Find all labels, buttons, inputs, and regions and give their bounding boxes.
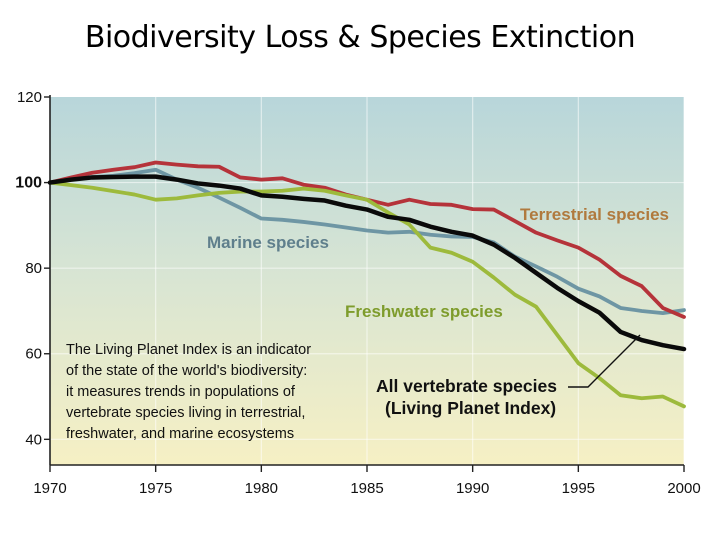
gridlines bbox=[50, 97, 685, 465]
x-tick-label: 2000 bbox=[667, 480, 700, 497]
slide-title: Biodiversity Loss & Species Extinction bbox=[84, 20, 636, 55]
marine-species-line bbox=[48, 167, 686, 315]
note-line-3: it measures trends in populations of bbox=[66, 384, 296, 400]
y-tick-label: 120 bbox=[17, 89, 42, 106]
note-line-5: freshwater, and marine ecosystems bbox=[66, 426, 294, 442]
y-tick-label: 60 bbox=[25, 346, 42, 363]
x-tick-label: 1970 bbox=[33, 480, 66, 497]
y-tick-label: 80 bbox=[25, 260, 42, 277]
lpi-description-note: The Living Planet Index is an indicator … bbox=[66, 342, 311, 442]
note-line-4: vertebrate species living in terrestrial… bbox=[66, 405, 305, 421]
freshwater-species-line bbox=[48, 180, 686, 409]
all-vertebrate-label-line1: All vertebrate species bbox=[376, 376, 557, 396]
x-tick-label: 1980 bbox=[245, 480, 278, 497]
y-axis-ticks: 40 60 80 100 120 bbox=[15, 89, 50, 448]
y-tick-label: 100 bbox=[15, 175, 42, 192]
y-tick-label: 40 bbox=[25, 431, 42, 448]
terrestrial-species-label: Terrestrial species bbox=[520, 205, 669, 224]
x-axis-ticks: 1970 1975 1980 1985 1990 1995 2000 bbox=[33, 465, 701, 497]
series-lines bbox=[47, 160, 687, 409]
all-vertebrate-label-line2: (Living Planet Index) bbox=[385, 398, 556, 418]
x-tick-label: 1985 bbox=[350, 480, 383, 497]
note-line-1: The Living Planet Index is an indicator bbox=[66, 342, 311, 358]
x-tick-label: 1995 bbox=[562, 480, 595, 497]
x-tick-label: 1975 bbox=[139, 480, 172, 497]
marine-species-label: Marine species bbox=[207, 233, 329, 252]
x-tick-label: 1990 bbox=[456, 480, 489, 497]
all-vertebrate-leader-line bbox=[568, 334, 641, 388]
freshwater-species-label: Freshwater species bbox=[345, 302, 503, 321]
all-vertebrate-species-line bbox=[47, 174, 687, 352]
note-line-2: of the state of the world's biodiversity… bbox=[66, 363, 307, 379]
